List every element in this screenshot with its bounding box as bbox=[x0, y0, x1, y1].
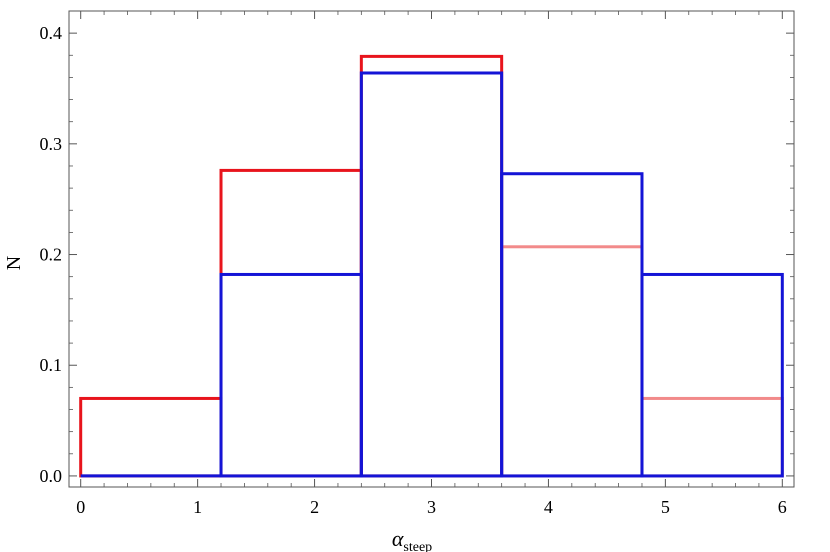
bar-series-2 bbox=[219, 272, 363, 478]
bar-series-2 bbox=[500, 172, 644, 478]
x-tick-label: 5 bbox=[661, 497, 670, 517]
x-tick-label: 1 bbox=[193, 497, 202, 517]
bar-series-1 bbox=[359, 54, 504, 478]
y-axis-label: N bbox=[3, 256, 25, 270]
y-ticks: 0.0 0.1 0.2 0.3 0.4 bbox=[40, 23, 794, 486]
bar-series-1 bbox=[79, 396, 223, 478]
x-tick-label: 2 bbox=[310, 497, 319, 517]
bar-series-2 bbox=[359, 71, 504, 478]
x-tick-label: 4 bbox=[544, 497, 553, 517]
bars bbox=[79, 54, 784, 478]
plot-border bbox=[68, 10, 795, 488]
bar-series-2 bbox=[640, 272, 784, 478]
plot-frame bbox=[68, 10, 795, 488]
x-ticks: 0 1 2 3 4 5 6 bbox=[76, 11, 787, 517]
y-tick-label: 0.2 bbox=[40, 245, 63, 265]
y-tick-label: 0.1 bbox=[40, 355, 63, 375]
x-tick-label: 6 bbox=[778, 497, 787, 517]
bar-series-1 bbox=[500, 245, 644, 478]
x-axis-label-subscript: steep bbox=[403, 540, 432, 552]
x-axis-label: αsteep bbox=[392, 526, 432, 552]
bar-series-1 bbox=[219, 168, 363, 478]
minor-ticks bbox=[69, 11, 794, 487]
x-axis-label-main: α bbox=[392, 526, 404, 551]
y-tick-label: 0.3 bbox=[40, 134, 63, 154]
y-tick-label: 0.4 bbox=[40, 23, 63, 43]
x-tick-label: 0 bbox=[76, 497, 85, 517]
bar-series-1 bbox=[640, 396, 784, 478]
y-tick-label: 0.0 bbox=[40, 466, 63, 486]
x-tick-label: 3 bbox=[427, 497, 436, 517]
